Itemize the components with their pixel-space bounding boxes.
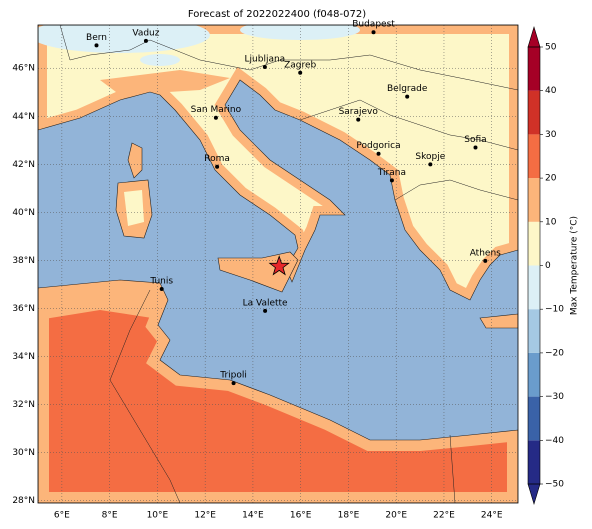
city-label: Sarajevo <box>339 107 379 117</box>
lat-tick-label: 28°N <box>12 496 35 506</box>
city-dot <box>405 94 410 99</box>
title: Forecast of 2022022400 (f048-072) <box>188 9 366 20</box>
north-africa <box>38 279 518 503</box>
colorbar-band <box>528 134 540 179</box>
lat-tick-label: 40°N <box>12 208 35 218</box>
city-dot <box>371 30 376 35</box>
city-dot <box>376 151 381 156</box>
city-dot <box>298 70 303 75</box>
city-dot <box>215 164 220 169</box>
crete <box>479 313 518 329</box>
lat-tick-label: 46°N <box>12 64 35 74</box>
city-label: Roma <box>204 154 230 164</box>
colorbar-band <box>528 221 540 266</box>
city-label: Athens <box>470 248 501 258</box>
lon-tick-label: 20°E <box>385 511 407 521</box>
colorbar-band <box>528 178 540 222</box>
europe <box>38 25 518 301</box>
lat-tick-label: 32°N <box>12 400 35 410</box>
city-dot <box>389 178 394 183</box>
city-dot <box>262 65 267 70</box>
colorbar-tick-label: 30 <box>545 130 557 140</box>
corsica <box>127 142 143 179</box>
colorbar-tick-label: 50 <box>545 43 557 53</box>
city-label: Tirana <box>377 168 406 178</box>
colorbar-band <box>528 265 540 310</box>
colorbar-tick-label: −40 <box>545 436 564 446</box>
lat-tick-label: 30°N <box>12 448 35 458</box>
colorbar-tick-label: 10 <box>545 217 557 227</box>
city-dot <box>143 38 148 43</box>
lon-tick-label: 22°E <box>433 511 455 521</box>
sardinia-interior <box>124 190 144 226</box>
lon-tick-label: 14°E <box>242 511 264 521</box>
city-dot <box>473 145 478 150</box>
lon-tick-label: 24°E <box>481 511 503 521</box>
colorbar-tick-label: −20 <box>545 348 564 358</box>
lon-tick-label: 8°E <box>102 511 118 521</box>
colorbar-band <box>528 440 540 484</box>
lat-tick-label: 36°N <box>12 304 35 314</box>
city-dot <box>483 258 488 263</box>
city-dot <box>231 381 236 386</box>
lon-tick-label: 6°E <box>54 511 70 521</box>
city-label: San Marino <box>191 105 242 115</box>
city-dot <box>213 115 218 120</box>
city-label: Tunis <box>149 276 173 286</box>
colorbar-band <box>528 396 540 441</box>
lon-tick-label: 16°E <box>290 511 312 521</box>
colorbar-tick-label: 0 <box>545 261 551 271</box>
lat-tick-label: 38°N <box>12 256 35 266</box>
city-dot <box>428 162 433 167</box>
city-label: Ljubljana <box>245 55 286 65</box>
lat-tick-label: 44°N <box>12 112 35 122</box>
colorbar-band <box>528 90 540 135</box>
colorbar-tick-label: 20 <box>545 174 557 184</box>
city-label: La Valette <box>243 298 288 308</box>
city-label: Vaduz <box>132 28 159 38</box>
frame <box>37 24 519 504</box>
lon-tick-label: 18°E <box>338 511 360 521</box>
city-dot <box>94 43 99 48</box>
colorbar-band <box>528 309 540 353</box>
city-dot <box>356 117 361 122</box>
lon-tick-label: 10°E <box>147 511 169 521</box>
city-label: Tripoli <box>219 371 247 381</box>
city-label: Sofia <box>464 135 486 145</box>
colorbar-tick-label: −30 <box>545 392 564 402</box>
lon-tick-label: 12°E <box>194 511 216 521</box>
colorbar-tick-label: 40 <box>545 86 557 96</box>
city-label: Zagreb <box>284 60 316 70</box>
colorbar-extend-bottom <box>527 483 541 506</box>
city-label: Bern <box>86 33 107 43</box>
colorbar-label: Max Temperature (°C) <box>570 216 580 315</box>
colorbar-extend-top <box>527 25 541 48</box>
city-dot <box>159 286 164 291</box>
colorbar-band <box>528 47 540 91</box>
map <box>38 25 518 503</box>
city-label: Skopje <box>415 152 445 162</box>
lat-tick-label: 42°N <box>12 160 35 170</box>
lat-tick-label: 34°N <box>12 352 35 362</box>
colorbar-tick-label: −50 <box>545 480 564 490</box>
colorbar-tick-label: −10 <box>545 305 564 315</box>
colorbar-band <box>528 352 540 397</box>
city-label: Podgorica <box>356 141 400 151</box>
event-marker <box>268 255 290 276</box>
city-label: Belgrade <box>387 84 428 94</box>
city-label: Budapest <box>352 20 395 30</box>
city-dot <box>263 308 268 313</box>
